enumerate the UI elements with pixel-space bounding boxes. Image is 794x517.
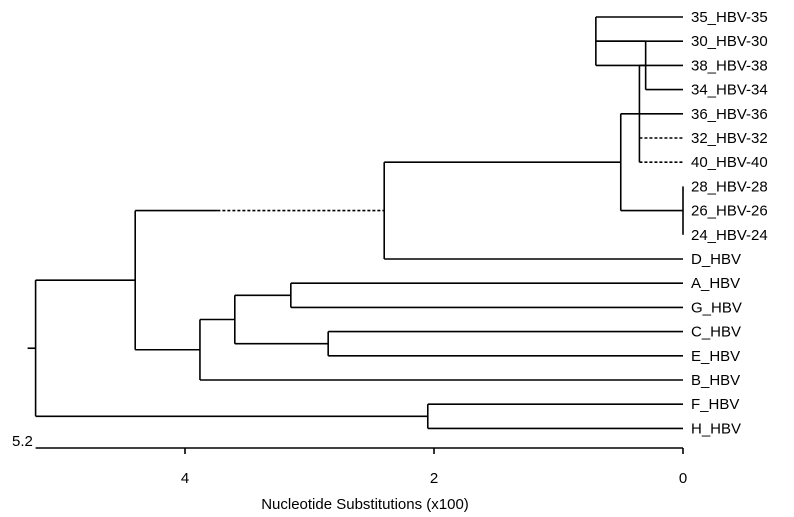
axis-tick-label: 0 — [679, 470, 687, 487]
leaf-label: 38_HBV-38 — [691, 57, 768, 74]
axis-ticks: 4 2 0 — [181, 448, 687, 487]
leaf-label: 32_HBV-32 — [691, 130, 768, 147]
leaf-label: 36_HBV-36 — [691, 106, 768, 123]
leaf-label: 35_HBV-35 — [691, 9, 768, 26]
leaf-label: 28_HBV-28 — [691, 178, 768, 195]
leaf-label: 40_HBV-40 — [691, 154, 768, 171]
leaf-labels: 35_HBV-35 30_HBV-30 38_HBV-38 34_HBV-34 36_H… — [691, 9, 768, 437]
axis-tick-label: 2 — [430, 470, 438, 487]
leaf-label: F_HBV — [691, 396, 739, 413]
leaf-label: 34_HBV-34 — [691, 82, 768, 99]
leaf-label: G_HBV — [691, 299, 742, 316]
leaf-label: 26_HBV-26 — [691, 203, 768, 220]
leaf-label: C_HBV — [691, 324, 741, 341]
leaf-label: B_HBV — [691, 372, 740, 389]
tree-branches — [27, 16, 684, 430]
leaf-label: 24_HBV-24 — [691, 227, 768, 244]
leaf-label: E_HBV — [691, 348, 740, 365]
leaf-label: H_HBV — [691, 420, 741, 437]
distance-axis: 5.2 4 2 0 Nucleotide Substitutions (x100) — [12, 433, 687, 513]
leaf-label: 30_HBV-30 — [691, 33, 768, 50]
axis-tick-label: 4 — [181, 470, 189, 487]
leaf-label: A_HBV — [691, 275, 740, 292]
leaf-label: D_HBV — [691, 251, 741, 268]
axis-max-label: 5.2 — [12, 433, 33, 450]
axis-title: Nucleotide Substitutions (x100) — [261, 496, 469, 513]
